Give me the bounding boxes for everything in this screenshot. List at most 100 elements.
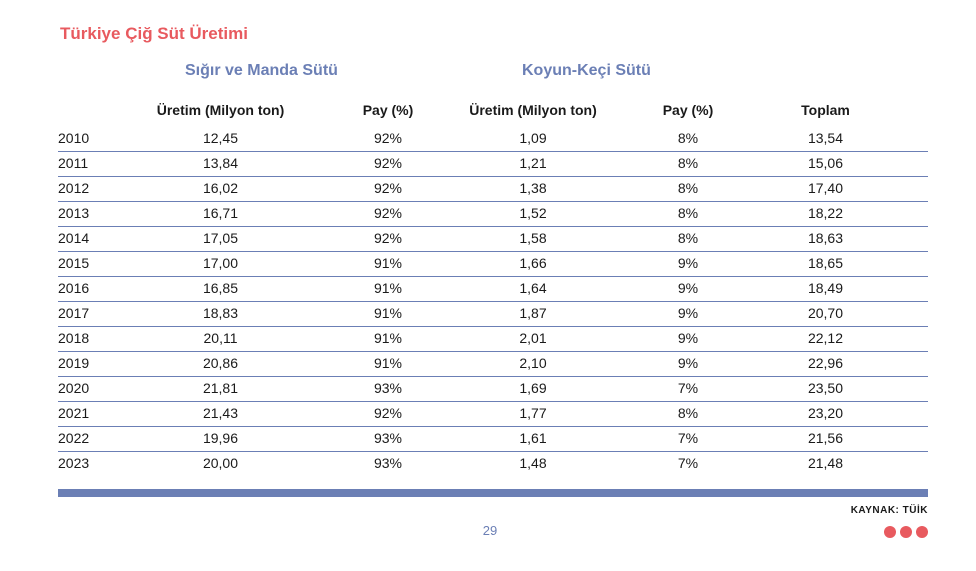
cell-cattle-production: 16,85	[202, 280, 239, 296]
cell-total: 22,96	[807, 355, 844, 371]
table-row: 2023 20,00 93% 1,48 7% 21,48	[58, 452, 928, 476]
cell-year: 2018	[58, 330, 90, 346]
cell-sheep-production: 1,61	[519, 430, 547, 446]
cell-cattle-share: 92%	[373, 405, 403, 421]
table-row: 2020 21,81 93% 1,69 7% 23,50	[58, 377, 928, 402]
cell-cattle-production: 18,83	[202, 305, 239, 321]
cell-sheep-production: 1,58	[519, 230, 547, 246]
cell-year: 2013	[58, 205, 90, 221]
cell-sheep-share: 9%	[677, 255, 699, 271]
cell-cattle-share: 92%	[373, 205, 403, 221]
header-sheep-share: Pay (%)	[662, 102, 714, 118]
cell-total: 22,12	[807, 330, 844, 346]
cell-sheep-share: 8%	[677, 155, 699, 171]
cell-cattle-share: 91%	[373, 305, 403, 321]
page-number: 29	[482, 523, 498, 538]
cell-total: 15,06	[807, 155, 844, 171]
bottom-rule	[58, 489, 928, 497]
cell-total: 18,63	[807, 230, 844, 246]
table-row: 2018 20,11 91% 2,01 9% 22,12	[58, 327, 928, 352]
cell-cattle-share: 91%	[373, 355, 403, 371]
cell-total: 23,50	[807, 380, 844, 396]
cell-cattle-share: 92%	[373, 130, 403, 146]
cell-sheep-share: 7%	[677, 380, 699, 396]
cell-sheep-production: 1,77	[519, 405, 547, 421]
cell-year: 2014	[58, 230, 90, 246]
dot-icon	[884, 526, 896, 538]
cell-year: 2023	[58, 455, 90, 471]
cell-sheep-production: 1,38	[519, 180, 547, 196]
cell-total: 21,48	[807, 455, 844, 471]
table-row: 2010 12,45 92% 1,09 8% 13,54	[58, 127, 928, 152]
cell-year: 2015	[58, 255, 90, 271]
header-total: Toplam	[801, 102, 850, 118]
cell-sheep-production: 1,21	[519, 155, 547, 171]
dot-icon	[900, 526, 912, 538]
table-row: 2022 19,96 93% 1,61 7% 21,56	[58, 427, 928, 452]
cell-cattle-production: 17,00	[202, 255, 239, 271]
cell-cattle-production: 13,84	[202, 155, 239, 171]
cell-sheep-share: 7%	[677, 430, 699, 446]
cell-sheep-share: 8%	[677, 130, 699, 146]
cell-sheep-share: 9%	[677, 330, 699, 346]
cell-year: 2017	[58, 305, 90, 321]
cell-sheep-production: 1,09	[519, 130, 547, 146]
cell-total: 18,65	[807, 255, 844, 271]
source-note: KAYNAK: TÜİK	[850, 505, 928, 516]
cell-cattle-share: 91%	[373, 330, 403, 346]
cell-cattle-production: 21,43	[202, 405, 239, 421]
cell-year: 2020	[58, 380, 90, 396]
cell-total: 21,56	[807, 430, 844, 446]
table-row: 2012 16,02 92% 1,38 8% 17,40	[58, 177, 928, 202]
cell-cattle-production: 16,02	[202, 180, 239, 196]
cell-cattle-production: 20,00	[202, 455, 239, 471]
table-row: 2016 16,85 91% 1,64 9% 18,49	[58, 277, 928, 302]
cell-sheep-share: 8%	[677, 405, 699, 421]
cell-cattle-share: 93%	[373, 430, 403, 446]
decorative-dots	[884, 526, 928, 538]
cell-year: 2016	[58, 280, 90, 296]
cell-sheep-production: 1,48	[519, 455, 547, 471]
cell-total: 20,70	[807, 305, 844, 321]
table-row: 2014 17,05 92% 1,58 8% 18,63	[58, 227, 928, 252]
table-header: Üretim (Milyon ton) Pay (%) Üretim (Mily…	[58, 102, 928, 124]
cell-cattle-production: 20,86	[202, 355, 239, 371]
dot-icon	[916, 526, 928, 538]
table-row: 2015 17,00 91% 1,66 9% 18,65	[58, 252, 928, 277]
cell-cattle-share: 93%	[373, 380, 403, 396]
table-row: 2019 20,86 91% 2,10 9% 22,96	[58, 352, 928, 377]
cell-year: 2012	[58, 180, 90, 196]
cell-total: 17,40	[807, 180, 844, 196]
cell-sheep-share: 8%	[677, 230, 699, 246]
cell-sheep-share: 9%	[677, 355, 699, 371]
cell-sheep-share: 7%	[677, 455, 699, 471]
group-header-sheep-goat-milk: Koyun-Keçi Sütü	[522, 62, 651, 79]
cell-year: 2019	[58, 355, 90, 371]
cell-cattle-share: 93%	[373, 455, 403, 471]
cell-sheep-share: 9%	[677, 305, 699, 321]
cell-sheep-share: 9%	[677, 280, 699, 296]
cell-cattle-production: 17,05	[202, 230, 239, 246]
cell-total: 18,49	[807, 280, 844, 296]
cell-sheep-production: 2,10	[519, 355, 547, 371]
cell-cattle-production: 16,71	[202, 205, 239, 221]
cell-total: 18,22	[807, 205, 844, 221]
header-sheep-production: Üretim (Milyon ton)	[469, 102, 597, 118]
cell-sheep-production: 1,69	[519, 380, 547, 396]
table-row: 2013 16,71 92% 1,52 8% 18,22	[58, 202, 928, 227]
cell-year: 2022	[58, 430, 90, 446]
cell-cattle-production: 12,45	[202, 130, 239, 146]
cell-year: 2010	[58, 130, 90, 146]
cell-cattle-share: 92%	[373, 180, 403, 196]
table-row: 2017 18,83 91% 1,87 9% 20,70	[58, 302, 928, 327]
cell-cattle-share: 92%	[373, 155, 403, 171]
cell-sheep-share: 8%	[677, 180, 699, 196]
cell-sheep-production: 1,64	[519, 280, 547, 296]
cell-year: 2021	[58, 405, 90, 421]
cell-cattle-production: 19,96	[202, 430, 239, 446]
cell-cattle-production: 21,81	[202, 380, 239, 396]
cell-sheep-production: 2,01	[519, 330, 547, 346]
header-cattle-share: Pay (%)	[362, 102, 414, 118]
cell-cattle-production: 20,11	[203, 330, 238, 346]
cell-sheep-production: 1,52	[519, 205, 547, 221]
